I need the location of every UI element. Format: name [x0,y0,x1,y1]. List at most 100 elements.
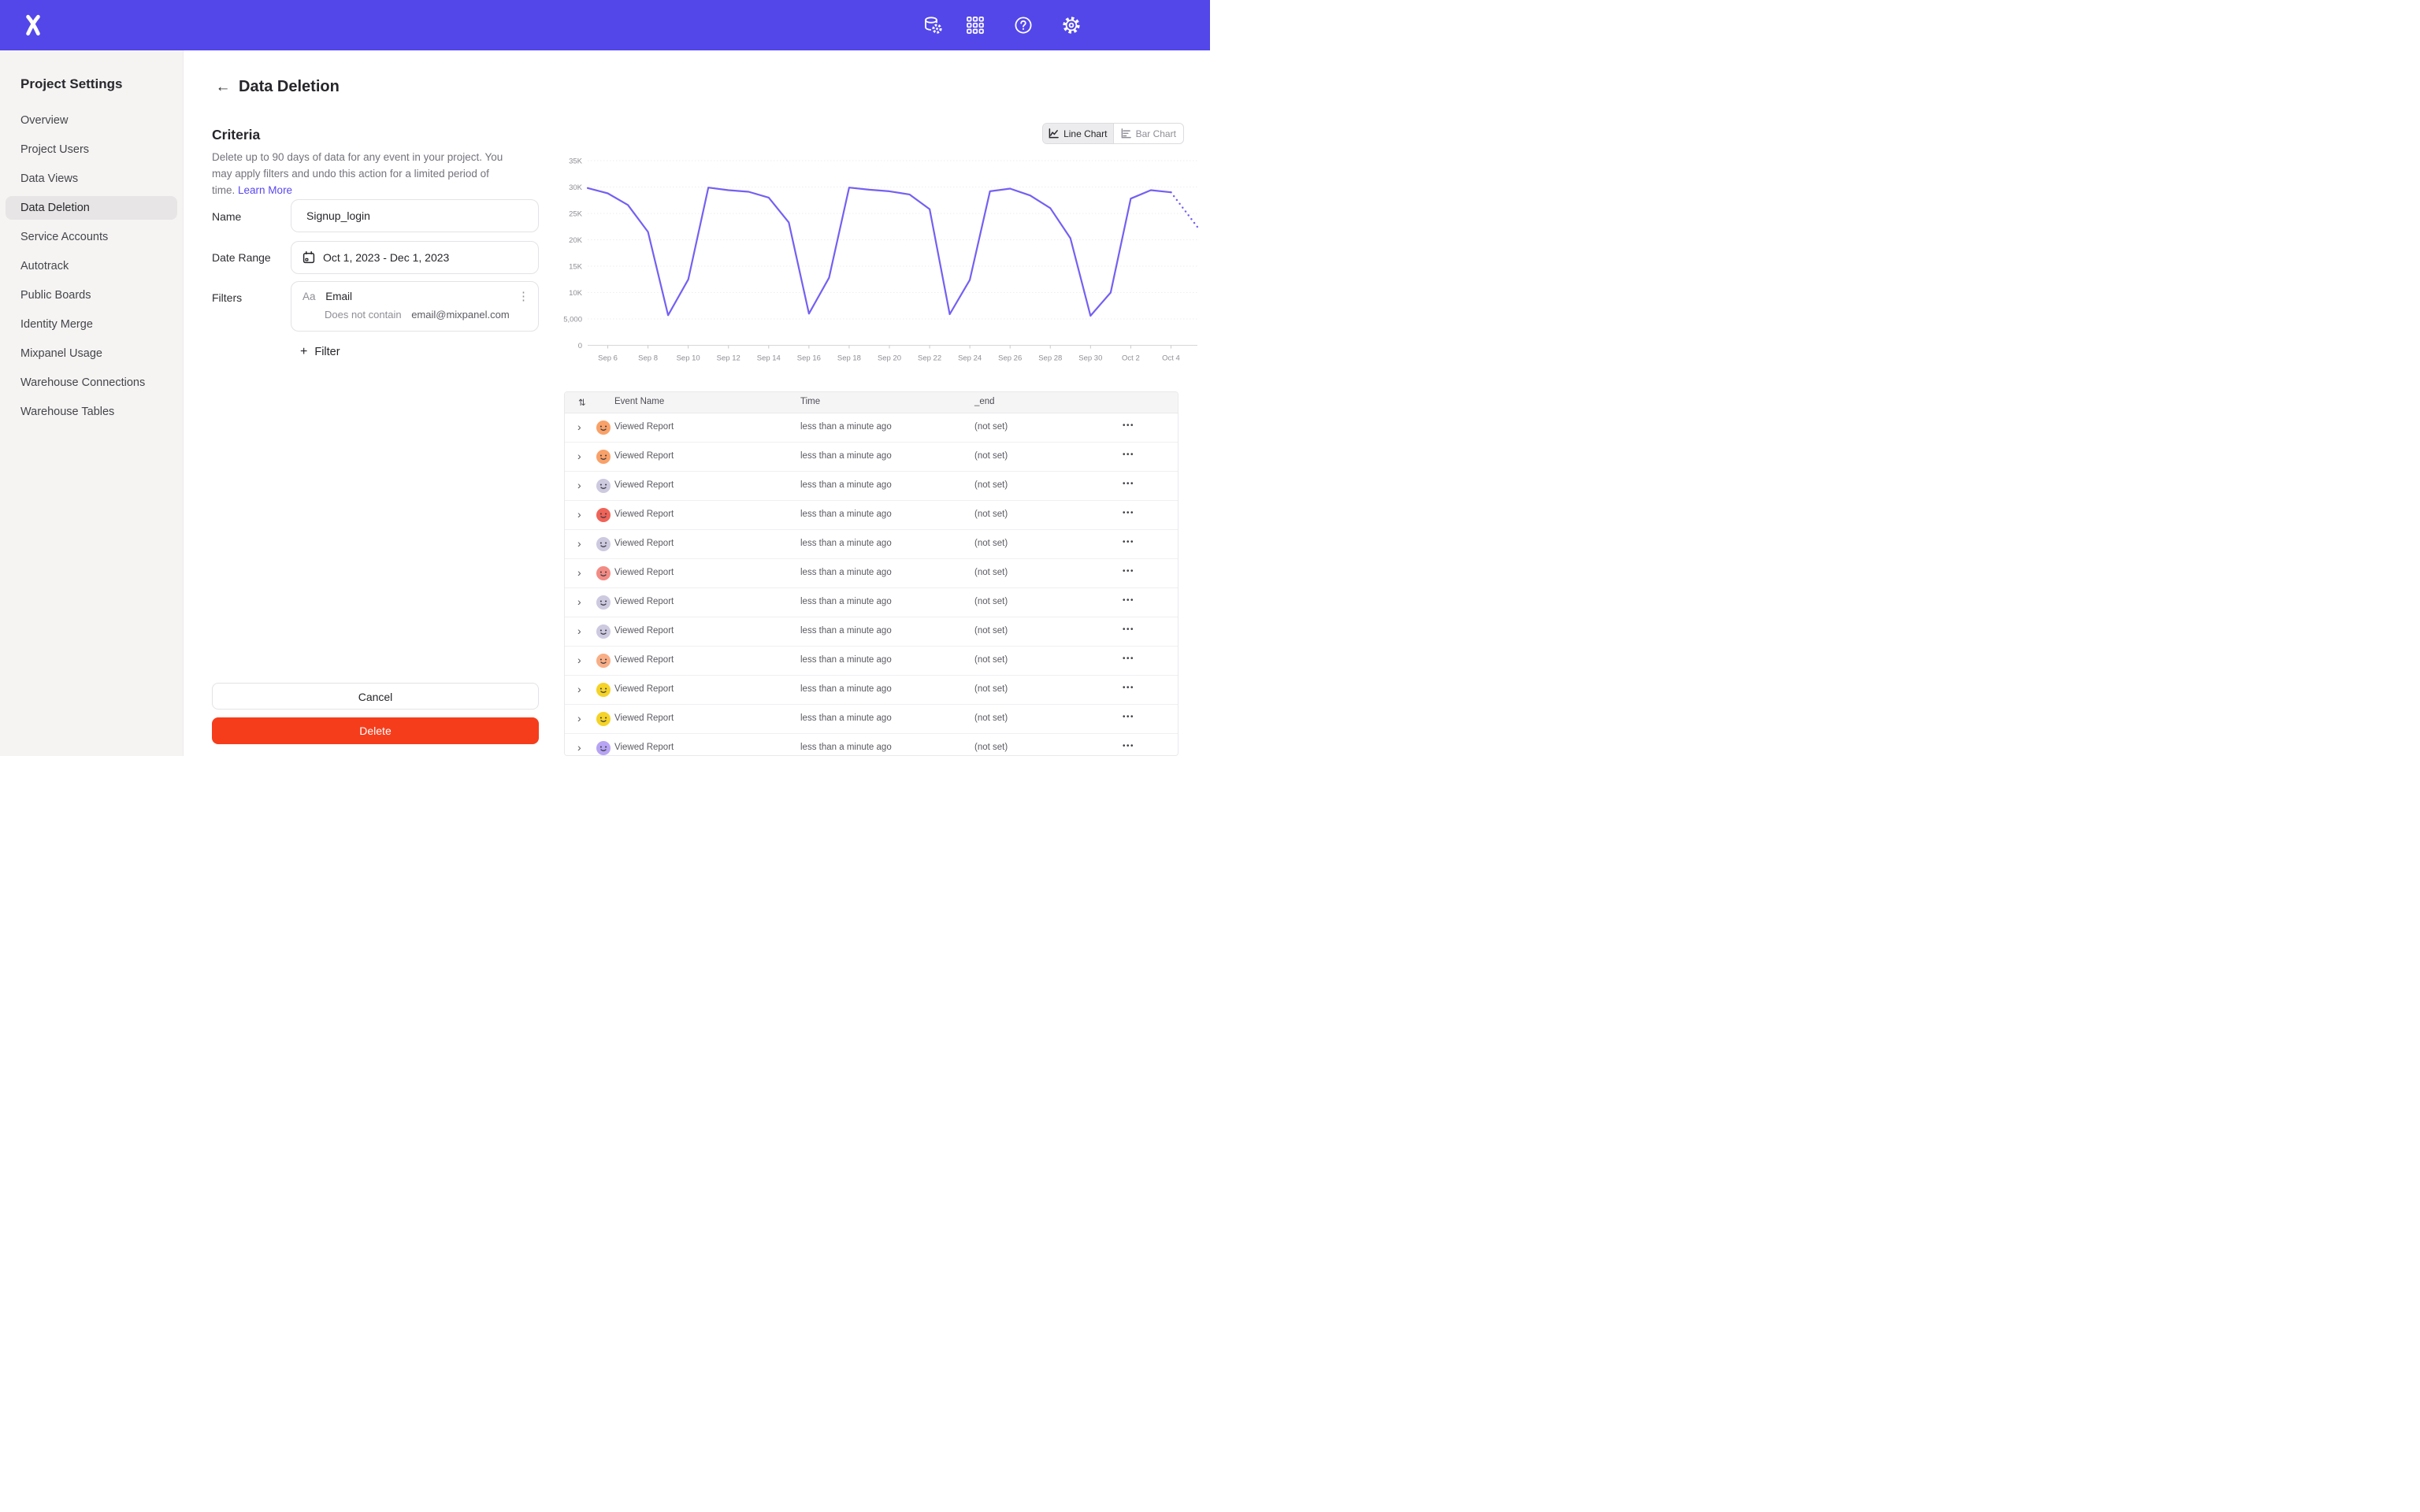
time-cell: less than a minute ago [800,480,892,490]
user-avatar [596,624,611,639]
table-header: ⇅ Event Name Time _end [565,392,1178,413]
end-cell: (not set) [974,684,1008,694]
line-chart-canvas: 35K 30K 25K 20K 15K 10K 5,000 0 Sep 6 Sep 8 Sep 10… [563,158,1201,363]
row-menu-icon[interactable]: ••• [1123,509,1135,517]
user-avatar [596,566,611,580]
row-menu-icon[interactable]: ••• [1123,596,1135,605]
sidebar-item-project-users[interactable]: Project Users [20,143,90,156]
top-navigation-bar [0,0,1210,50]
end-cell: (not set) [974,655,1008,665]
row-menu-icon[interactable]: ••• [1123,567,1135,576]
row-menu-icon[interactable]: ••• [1123,421,1135,430]
table-row: › Viewed Report less than a minute ago (not… [565,472,1178,501]
sidebar-item-identity-merge[interactable]: Identity Merge [20,318,93,331]
row-menu-icon[interactable]: ••• [1123,480,1135,488]
end-cell: (not set) [974,480,1008,490]
table-row: › Viewed Report less than a minute ago (not… [565,617,1178,647]
expand-row-chevron-icon[interactable]: › [577,508,581,521]
row-menu-icon[interactable]: ••• [1123,625,1135,634]
cancel-button[interactable]: Cancel [212,683,539,710]
line-chart-toggle[interactable]: Line Chart [1043,124,1114,143]
table-row: › Viewed Report less than a minute ago (not… [565,734,1178,755]
expand-row-chevron-icon[interactable]: › [577,741,581,754]
apps-grid-icon[interactable] [965,15,985,35]
time-cell: less than a minute ago [800,743,892,752]
row-menu-icon[interactable]: ••• [1123,684,1135,692]
help-icon[interactable] [1013,15,1034,35]
expand-row-chevron-icon[interactable]: › [577,654,581,666]
expand-row-chevron-icon[interactable]: › [577,421,581,433]
user-avatar [596,683,611,697]
expand-row-chevron-icon[interactable]: › [577,683,581,695]
x-axis-tick: Oct 4 [1162,354,1180,363]
expand-row-chevron-icon[interactable]: › [577,450,581,462]
filter-operator[interactable]: Does not contain [325,309,402,321]
event-name-cell: Viewed Report [614,451,674,461]
expand-row-chevron-icon[interactable]: › [577,712,581,724]
sidebar-item-warehouse-connections[interactable]: Warehouse Connections [20,376,146,389]
date-range-value: Oct 1, 2023 - Dec 1, 2023 [323,251,450,264]
table-row: › Viewed Report less than a minute ago (not… [565,588,1178,617]
delete-button[interactable]: Delete [212,717,539,744]
filter-property: Email [325,291,353,302]
sidebar-item-data-deletion[interactable]: Data Deletion [6,196,177,220]
time-cell: less than a minute ago [800,655,892,665]
filter-value[interactable]: email@mixpanel.com [411,309,510,321]
mixpanel-logo-icon[interactable] [21,13,45,37]
expand-row-chevron-icon[interactable]: › [577,595,581,608]
settings-gear-icon[interactable] [1061,15,1082,35]
sidebar-item-overview[interactable]: Overview [20,114,69,127]
chart-type-toggle: Line Chart Bar Chart [1042,123,1184,144]
sidebar-item-warehouse-tables[interactable]: Warehouse Tables [20,406,115,418]
row-menu-icon[interactable]: ••• [1123,538,1135,547]
date-range-picker[interactable]: Oct 1, 2023 - Dec 1, 2023 [291,241,539,274]
sort-icon[interactable]: ⇅ [578,398,586,408]
sidebar-item-public-boards[interactable]: Public Boards [20,289,91,302]
filter-card[interactable]: Aa Email Does not contain email@mixpanel… [291,281,539,332]
user-avatar [596,741,611,755]
learn-more-link[interactable]: Learn More [238,184,293,197]
end-cell: (not set) [974,422,1008,432]
row-menu-icon[interactable]: ••• [1123,742,1135,750]
page-title: Data Deletion [239,78,340,95]
row-menu-icon[interactable]: ••• [1123,713,1135,721]
table-row: › Viewed Report less than a minute ago (not… [565,413,1178,443]
sidebar-item-service-accounts[interactable]: Service Accounts [20,231,109,243]
event-name-cell: Viewed Report [614,684,674,694]
x-axis-tick: Sep 26 [998,354,1022,363]
text-type-icon: Aa [302,291,316,302]
sidebar-item-mixpanel-usage[interactable]: Mixpanel Usage [20,347,102,360]
row-menu-icon[interactable]: ••• [1123,654,1135,663]
expand-row-chevron-icon[interactable]: › [577,566,581,579]
event-name-cell: Viewed Report [614,743,674,752]
time-cell: less than a minute ago [800,597,892,606]
end-cell: (not set) [974,626,1008,636]
end-cell: (not set) [974,568,1008,577]
name-field-box [291,199,539,232]
sidebar-item-data-views[interactable]: Data Views [20,172,79,185]
y-axis-tick: 25K [569,210,583,219]
expand-row-chevron-icon[interactable]: › [577,537,581,550]
criteria-description-text: Delete up to 90 days of data for any eve… [212,151,503,197]
chart-projection-dotted [1170,191,1201,231]
time-cell: less than a minute ago [800,422,892,432]
expand-row-chevron-icon[interactable]: › [577,624,581,637]
event-name-cell: Viewed Report [614,568,674,577]
name-input[interactable] [305,209,529,223]
expand-row-chevron-icon[interactable]: › [577,479,581,491]
table-row: › Viewed Report less than a minute ago (not… [565,676,1178,705]
y-axis-tick: 10K [569,289,583,298]
filter-menu-icon[interactable]: ⋮ [518,290,529,303]
table-row: › Viewed Report less than a minute ago (not… [565,559,1178,588]
calendar-icon [302,251,315,264]
row-menu-icon[interactable]: ••• [1123,450,1135,459]
time-cell: less than a minute ago [800,684,892,694]
database-gear-icon[interactable] [922,15,943,35]
bar-chart-toggle[interactable]: Bar Chart [1114,124,1184,143]
table-row: › Viewed Report less than a minute ago (not… [565,530,1178,559]
sidebar-item-autotrack[interactable]: Autotrack [20,260,69,272]
add-filter-button[interactable]: + Filter [300,345,340,359]
events-line-chart: 35K 30K 25K 20K 15K 10K 5,000 0 Sep 6 Sep 8 Sep 10… [551,151,1202,381]
table-row: › Viewed Report less than a minute ago (not… [565,501,1178,530]
back-button[interactable]: ← [215,79,231,95]
